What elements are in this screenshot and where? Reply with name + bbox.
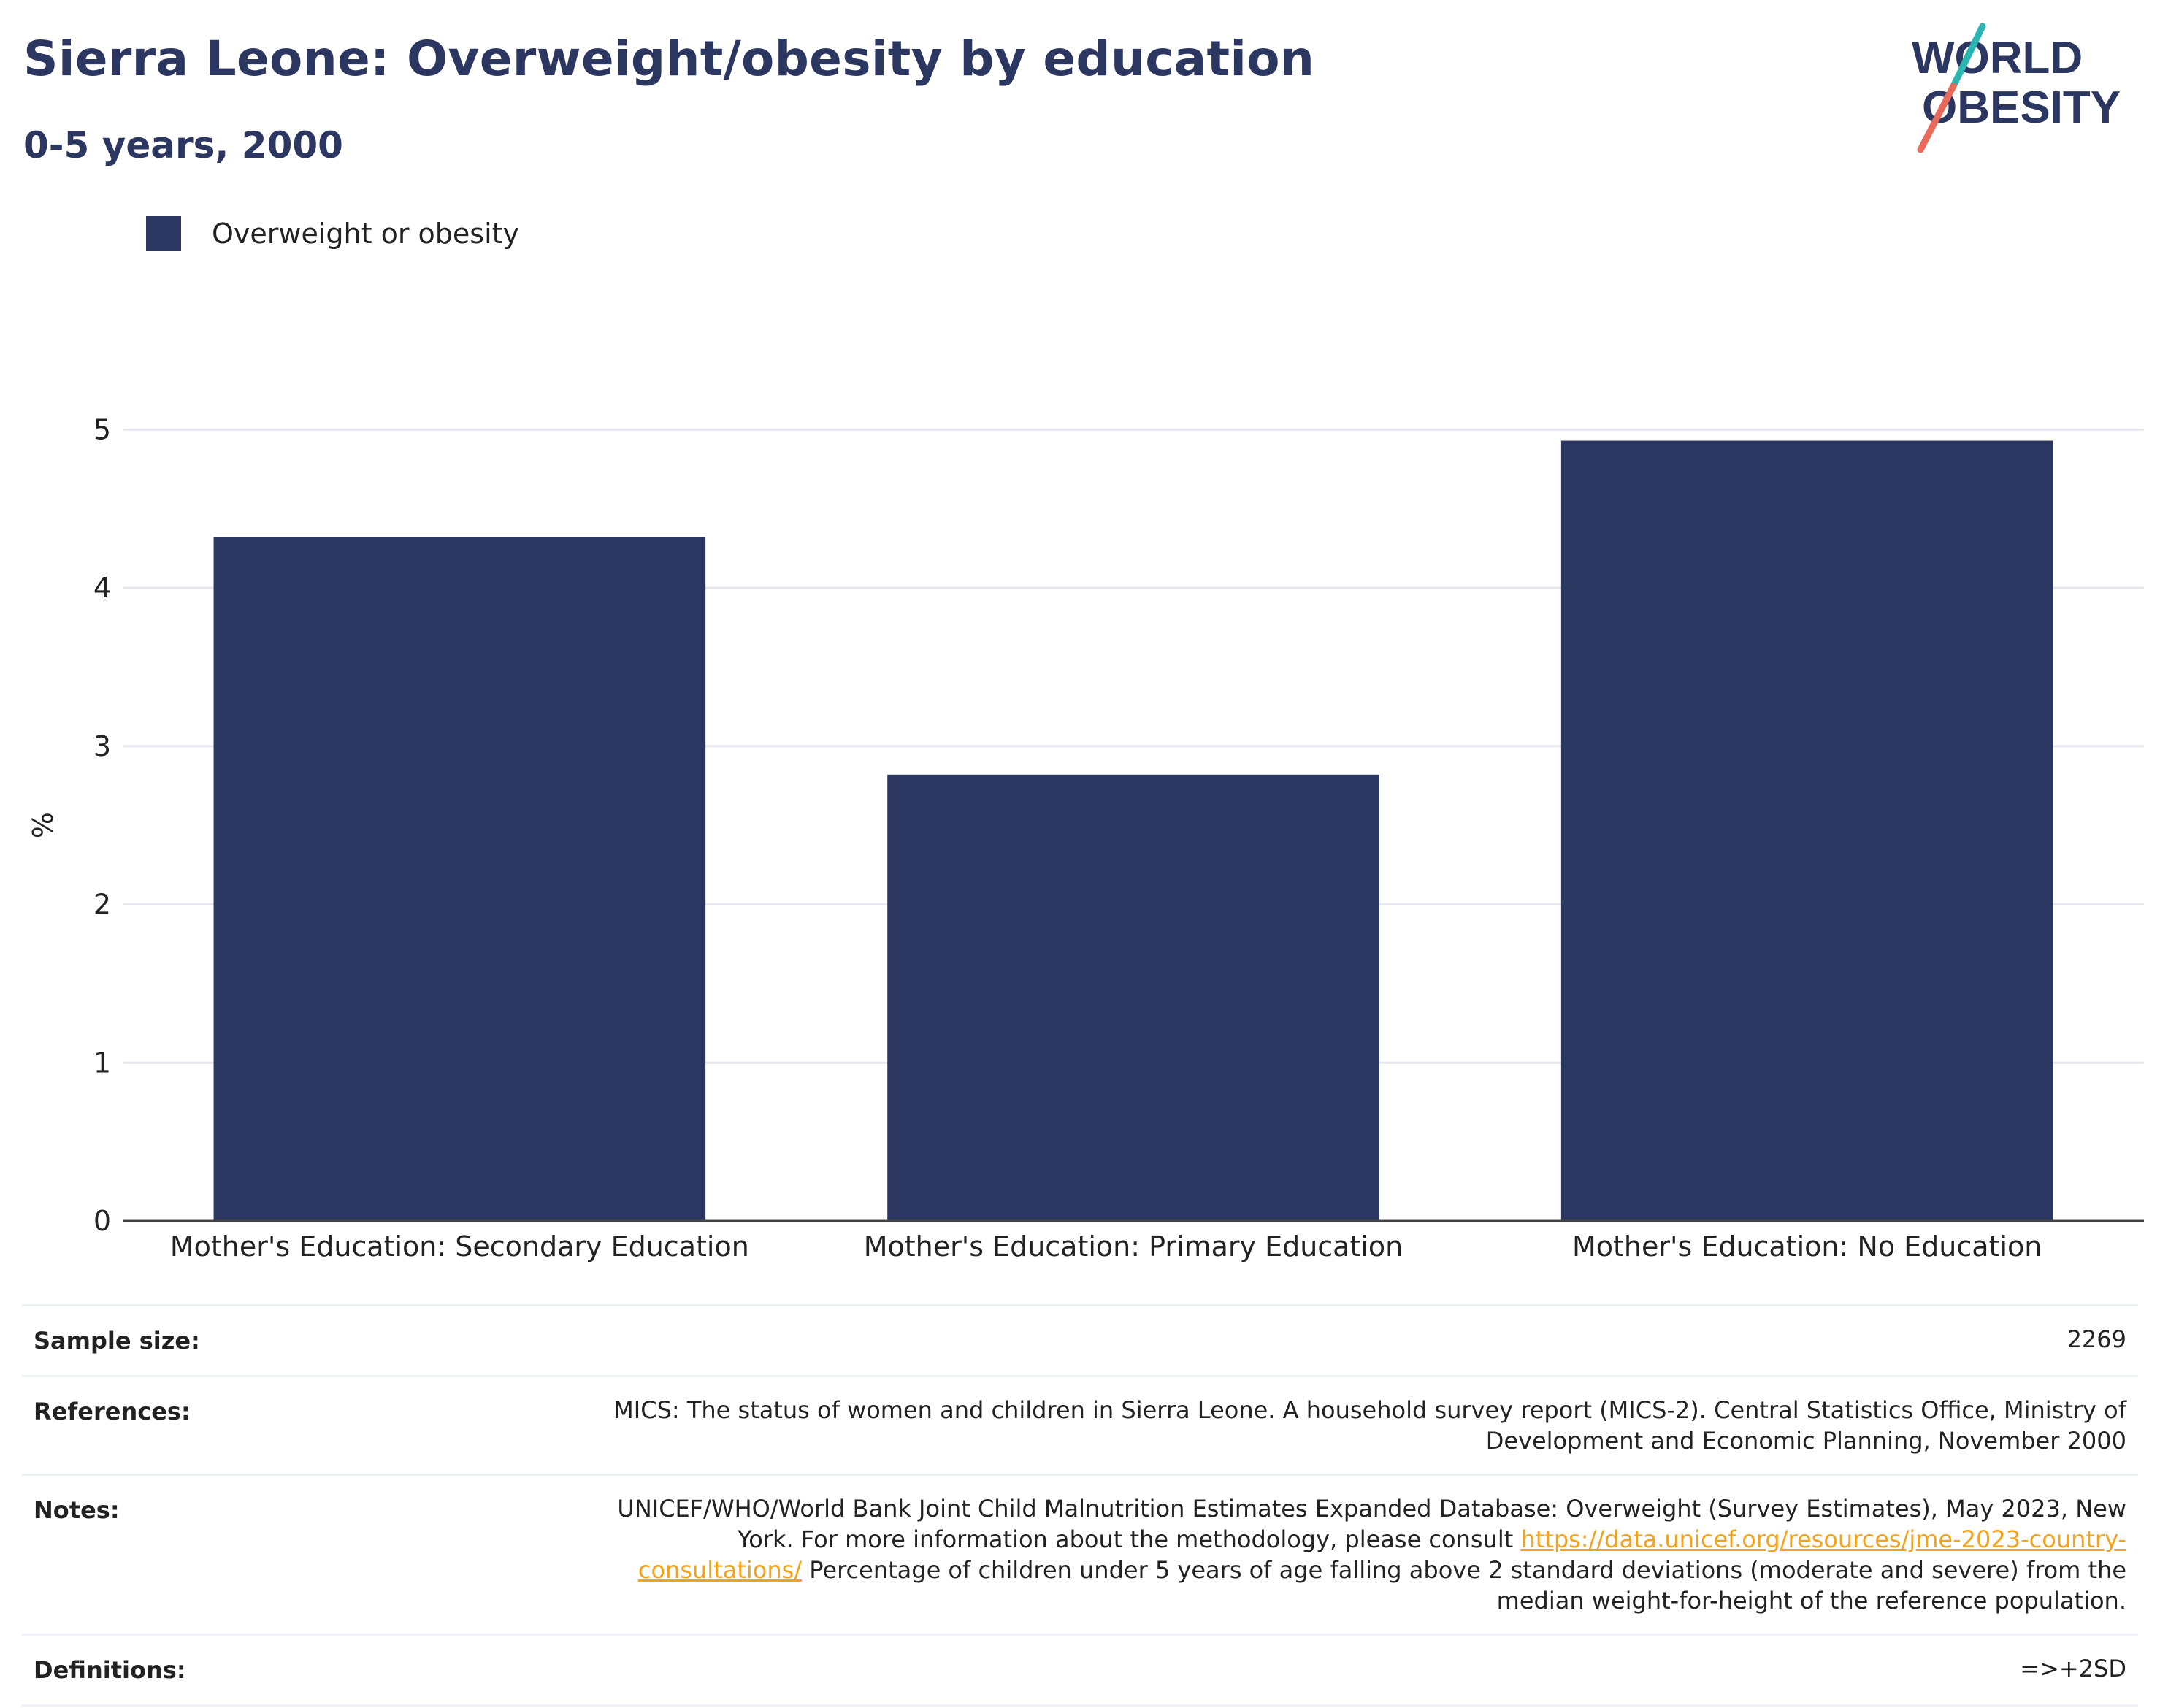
- y-tick-label: 4: [93, 572, 111, 604]
- notes-link[interactable]: https://data.unicef.org/resources/jme-20…: [637, 1525, 2126, 1584]
- y-tick-label: 3: [93, 730, 111, 762]
- references-label: References:: [34, 1398, 191, 1425]
- definitions-label: Definitions:: [34, 1656, 186, 1684]
- legend[interactable]: Overweight or obesity: [146, 216, 519, 251]
- notes-text-pre: UNICEF/WHO/World Bank Joint Child Malnut…: [617, 1495, 2126, 1553]
- legend-swatch: [146, 216, 181, 251]
- world-obesity-logo: WORLD OBESITY: [1912, 23, 2121, 153]
- legend-label: Overweight or obesity: [212, 218, 520, 250]
- y-tick-label: 2: [93, 889, 111, 921]
- chart-title: Sierra Leone: Overweight/obesity by educ…: [23, 31, 1315, 87]
- logo-slash-teal: [1950, 23, 1986, 90]
- x-tick-label: Mother's Education: No Education: [1572, 1230, 2042, 1263]
- definitions-value: =>+2SD: [2020, 1655, 2126, 1682]
- notes-label: Notes:: [34, 1496, 120, 1524]
- y-tick-label: 0: [93, 1205, 111, 1237]
- bar: [213, 537, 706, 1221]
- info-table: Sample size: 2269 References: MICS: The …: [22, 1304, 2138, 1707]
- info-row-sample-size: Sample size: 2269: [22, 1304, 2138, 1375]
- logo-slash-coral: [1917, 83, 1957, 153]
- info-row-notes: Notes: UNICEF/WHO/World Bank Joint Child…: [22, 1474, 2138, 1634]
- bar: [887, 774, 1379, 1221]
- info-row-definitions: Definitions: =>+2SD: [22, 1634, 2138, 1707]
- x-tick-label: Mother's Education: Primary Education: [864, 1230, 1403, 1263]
- sample-size-label: Sample size:: [34, 1327, 200, 1355]
- notes-text-post: Percentage of children under 5 years of …: [802, 1556, 2126, 1615]
- sample-size-value: 2269: [2067, 1325, 2126, 1353]
- references-value: MICS: The status of women and children i…: [613, 1396, 2126, 1455]
- bar-chart: 0 1 2 3 4 5 Mother's Education: Secondary Educ…: [27, 413, 2144, 1263]
- notes-value: UNICEF/WHO/World Bank Joint Child Malnut…: [581, 1476, 2138, 1634]
- logo-line2: OBESITY: [1922, 83, 2121, 133]
- info-row-references: References: MICS: The status of women an…: [22, 1375, 2138, 1474]
- logo-line1: WORLD: [1912, 33, 2083, 83]
- y-tick-label: 5: [93, 413, 111, 445]
- y-tick-label: 1: [93, 1046, 111, 1079]
- chart-subtitle: 0-5 years, 2000: [23, 124, 343, 166]
- bar: [1560, 440, 2053, 1221]
- x-tick-label: Mother's Education: Secondary Education: [170, 1230, 749, 1263]
- y-axis-label: %: [27, 812, 59, 838]
